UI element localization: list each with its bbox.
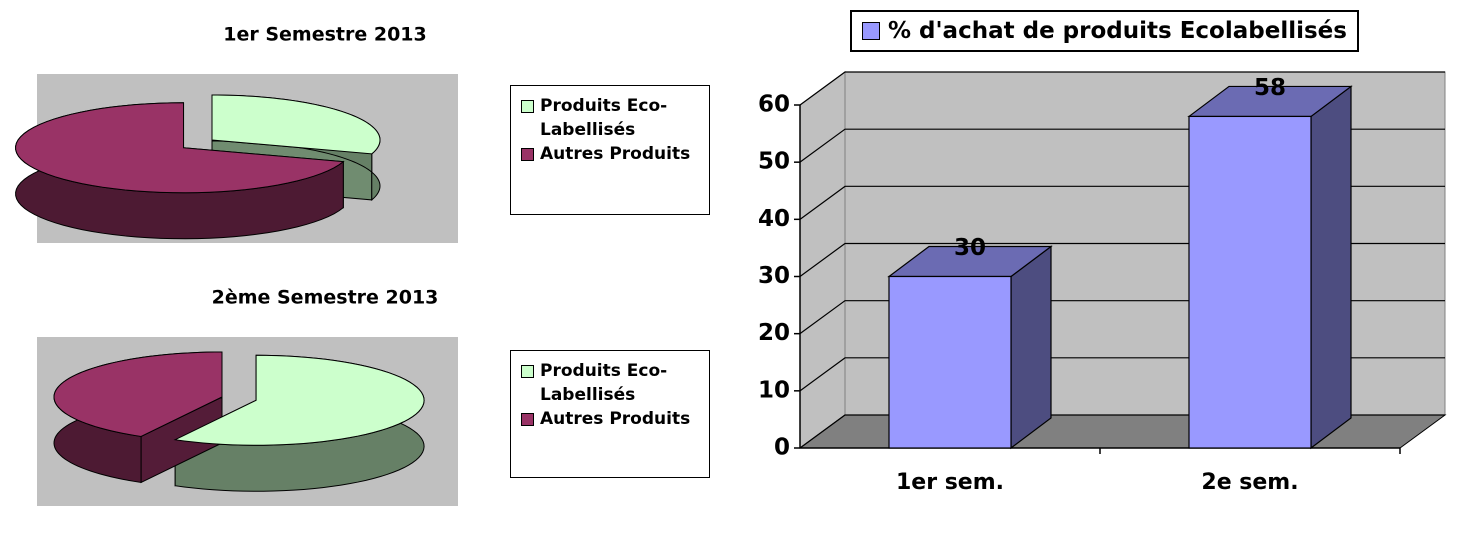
bar-side: [1310, 85, 1352, 450]
legend-item: Produits Eco-Labellisés: [521, 359, 699, 407]
legend-item: Produits Eco-Labellisés: [521, 94, 699, 142]
pie-slice: [53, 351, 223, 437]
legend-label: % d'achat de produits Ecolabellisés: [888, 18, 1347, 44]
x-tick-label: 2e sem.: [1201, 470, 1298, 495]
legend-item: Autres Produits: [521, 407, 699, 431]
legend-label: Produits Eco-Labellisés: [540, 96, 668, 140]
bar: [888, 275, 1012, 449]
y-tick-label: 40: [758, 206, 790, 232]
x-tick-label: 1er sem.: [896, 470, 1004, 495]
grid-line: [799, 71, 1445, 106]
y-tick-label: 30: [758, 263, 790, 289]
legend-swatch: [862, 22, 880, 40]
legend: % d'achat de produits Ecolabellisés: [850, 10, 1359, 52]
y-tick-label: 0: [774, 435, 790, 461]
bar: [1188, 115, 1312, 449]
value-label: 58: [1254, 75, 1286, 101]
legend-item: Autres Produits: [521, 142, 699, 166]
pie-slice: [211, 94, 381, 155]
legend-swatch: [521, 148, 534, 161]
legend-swatch: [521, 413, 534, 426]
y-tick-label: 60: [758, 92, 790, 118]
y-tick-label: 10: [758, 377, 790, 403]
y-tick-label: 50: [758, 149, 790, 175]
legend-label: Autres Produits: [540, 409, 691, 429]
chart-title: 2ème Semestre 2013: [212, 287, 439, 309]
legend-label: Produits Eco-Labellisés: [540, 361, 668, 405]
value-label: 30: [954, 235, 986, 261]
legend: Produits Eco-Labellisés Autres Produits: [510, 85, 710, 215]
chart-title: 1er Semestre 2013: [223, 24, 427, 46]
legend-swatch: [521, 100, 534, 113]
legend-swatch: [521, 365, 534, 378]
pie-slice: [173, 354, 425, 446]
pie-slice: [15, 102, 345, 194]
legend: Produits Eco-Labellisés Autres Produits: [510, 350, 710, 478]
y-tick-label: 20: [758, 320, 790, 346]
bar-side: [1010, 245, 1052, 450]
legend-label: Autres Produits: [540, 144, 691, 164]
